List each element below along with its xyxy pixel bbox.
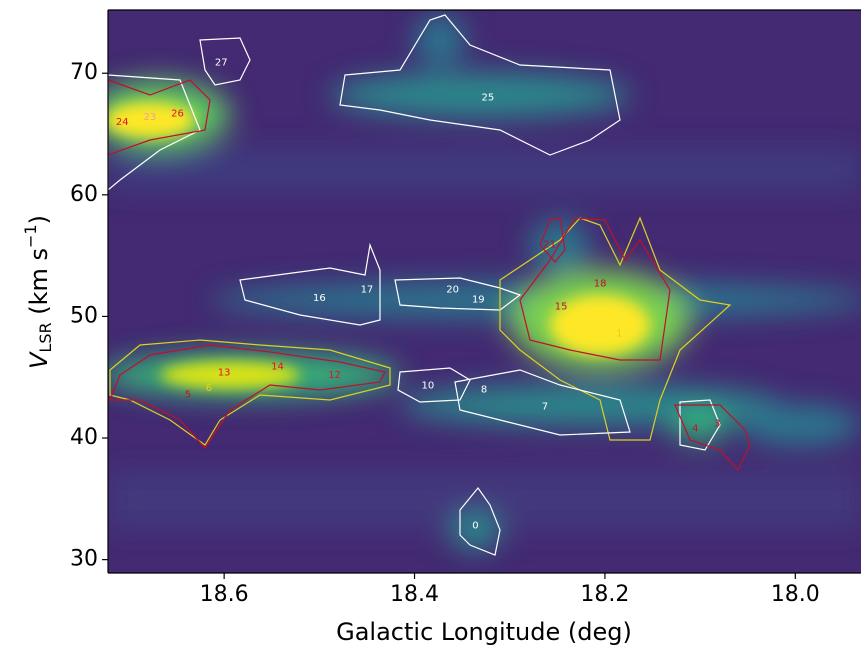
contours: [108, 14, 751, 556]
x-tick-label: 18.2: [580, 582, 629, 607]
contour-label: 21: [543, 240, 556, 251]
contour-label: 12: [328, 370, 341, 381]
contour-label: 6: [206, 383, 212, 394]
contour-label: 24: [116, 117, 129, 128]
contour-label: 18: [594, 279, 607, 290]
x-axis-label: Galactic Longitude (deg): [336, 618, 632, 646]
y-tick-label: 60: [70, 182, 98, 207]
contour-label: 16: [313, 293, 326, 304]
contour-label: 5: [185, 389, 191, 400]
x-tick-label: 18.0: [771, 582, 820, 607]
contour-label: 10: [421, 381, 434, 392]
y-tick-label: 70: [70, 60, 98, 85]
contour-label: 23: [144, 112, 157, 123]
contour-label: 25: [481, 93, 494, 104]
contour-label: 13: [218, 367, 231, 378]
y-label-sup: −1: [21, 224, 40, 248]
y-label-main: V: [25, 351, 53, 369]
contour-label: 4: [692, 423, 698, 434]
x-tick-label: 18.6: [200, 582, 249, 607]
contour-label: 0: [472, 521, 478, 532]
contour-label: 7: [542, 401, 548, 412]
contour-label: 19: [472, 294, 485, 305]
y-tick-label: 40: [70, 425, 98, 450]
contour-label: 14: [271, 361, 284, 372]
contour-label: 15: [555, 302, 568, 313]
contour-label: 20: [446, 285, 459, 296]
intensity-image: [108, 10, 861, 573]
y-label-sub: LSR: [36, 322, 55, 352]
y-tick-label: 30: [70, 547, 98, 572]
contour-label: 26: [171, 108, 184, 119]
y-tick-label: 50: [70, 303, 98, 328]
y-axis-label: VLSR (km s−1): [21, 215, 55, 369]
contour-label: 17: [361, 285, 374, 296]
x-tick-label: 18.4: [390, 582, 439, 607]
y-label-close: ): [25, 215, 53, 224]
contour-label: 8: [481, 384, 487, 395]
contour-label: 27: [215, 57, 228, 68]
y-label-unit: (km s: [25, 248, 53, 322]
contour-label: 1: [616, 328, 622, 339]
contour-label: 3: [714, 418, 720, 429]
